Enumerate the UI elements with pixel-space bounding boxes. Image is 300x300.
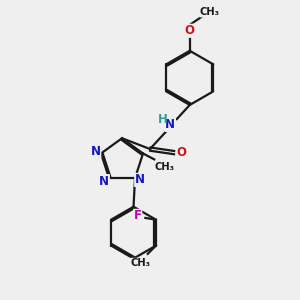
Text: CH₃: CH₃: [154, 162, 174, 172]
Text: O: O: [185, 24, 195, 37]
Text: F: F: [134, 209, 142, 222]
Text: N: N: [135, 173, 145, 186]
Text: H: H: [158, 112, 168, 126]
Text: CH₃: CH₃: [130, 258, 150, 268]
Text: N: N: [165, 118, 175, 131]
Text: N: N: [99, 175, 109, 188]
Text: N: N: [91, 145, 101, 158]
Text: O: O: [176, 146, 186, 159]
Text: CH₃: CH₃: [200, 7, 220, 17]
